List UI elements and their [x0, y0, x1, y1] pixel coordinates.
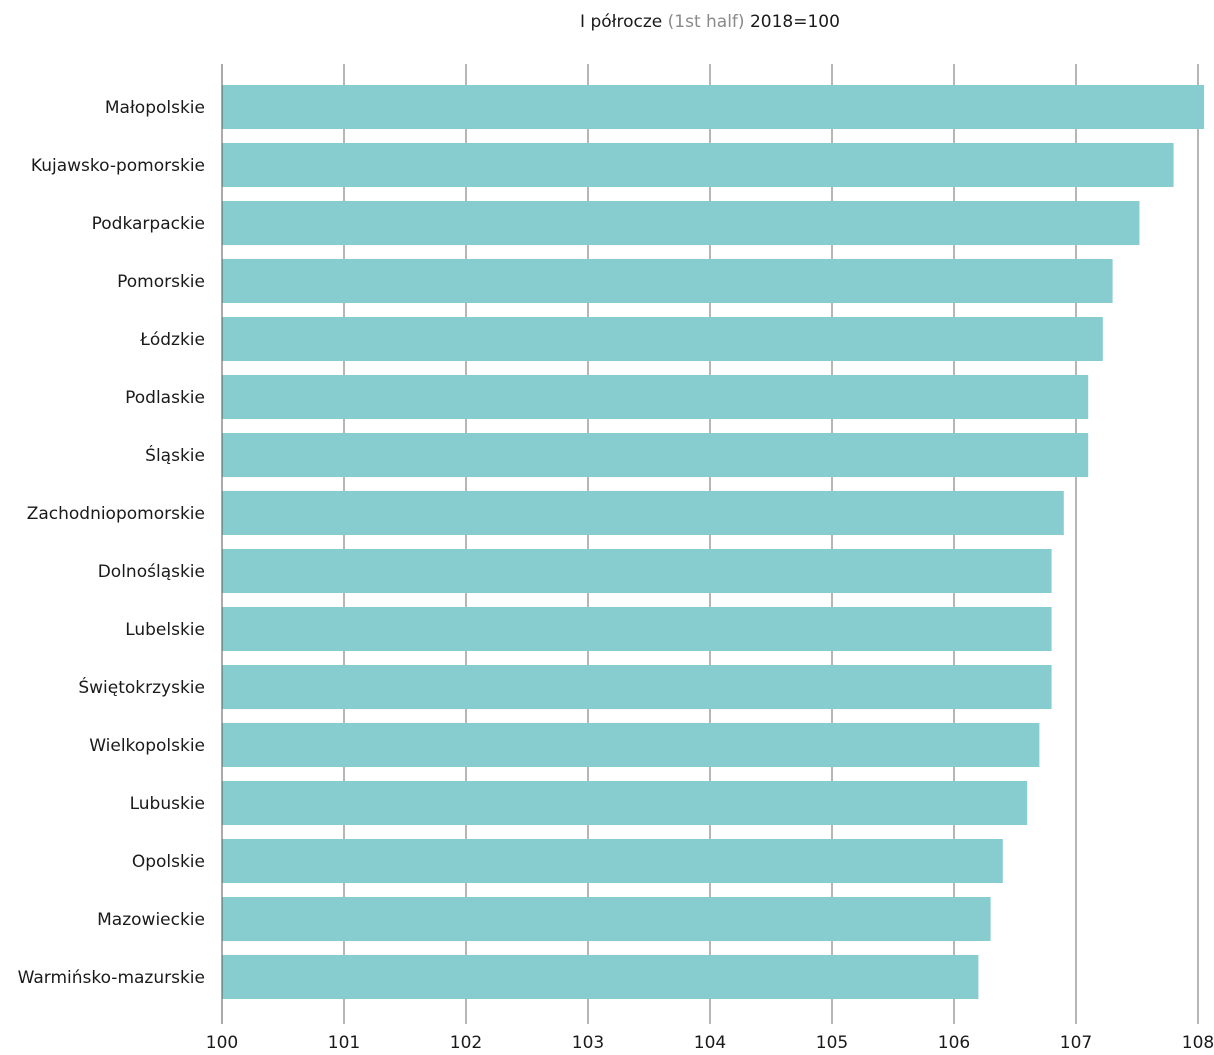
bar [222, 955, 979, 999]
bar [222, 201, 1140, 245]
bar [222, 143, 1174, 187]
category-label: Lubelskie [125, 620, 205, 640]
category-label: Podkarpackie [92, 214, 205, 234]
category-label: Małopolskie [105, 98, 205, 118]
x-tick-label: 102 [450, 1033, 482, 1053]
bar [222, 491, 1064, 535]
bar [222, 259, 1113, 303]
bars [222, 85, 1205, 999]
category-label: Kujawsko-pomorskie [31, 156, 205, 176]
category-label: Dolnośląskie [98, 562, 205, 582]
category-label: Podlaskie [125, 388, 205, 408]
x-tick-labels: 100 101 102 103 104 105 106 107 108 [206, 1033, 1214, 1053]
bar [222, 607, 1052, 651]
bar [222, 317, 1103, 361]
x-tick-label: 105 [816, 1033, 848, 1053]
x-tick-label: 104 [694, 1033, 726, 1053]
chart-title: I półrocze (1st half) 2018=100 [0, 12, 1214, 32]
x-tick-label: 103 [572, 1033, 604, 1053]
category-label: Lubuskie [130, 794, 205, 814]
category-label: Pomorskie [117, 272, 205, 292]
bar [222, 897, 991, 941]
x-tick-label: 101 [328, 1033, 360, 1053]
bar [222, 375, 1089, 419]
bar [222, 781, 1028, 825]
x-tick-label: 107 [1060, 1033, 1092, 1053]
x-tick-label: 106 [938, 1033, 970, 1053]
category-label: Wielkopolskie [89, 736, 205, 756]
category-label: Śląskie [145, 444, 205, 466]
bar [222, 433, 1089, 477]
category-label: Opolskie [132, 852, 205, 872]
category-label: Świętokrzyskie [78, 676, 205, 698]
bar [222, 723, 1040, 767]
x-tick-label: 100 [206, 1033, 238, 1053]
category-label: Zachodniopomorskie [27, 504, 205, 524]
title-base: 2018=100 [749, 12, 840, 32]
bar [222, 85, 1205, 129]
title-main: I półrocze [580, 12, 663, 32]
category-label: Łódzkie [139, 330, 205, 350]
bar [222, 839, 1003, 883]
category-label: Mazowieckie [97, 910, 205, 930]
x-tick-label: 108 [1182, 1033, 1214, 1053]
title-translation: (1st half) [667, 12, 745, 32]
category-labels: Małopolskie Kujawsko-pomorskie Podkarpacki… [18, 98, 205, 988]
category-label: Warmińsko-mazurskie [18, 968, 205, 988]
bar [222, 549, 1052, 593]
bar [222, 665, 1052, 709]
